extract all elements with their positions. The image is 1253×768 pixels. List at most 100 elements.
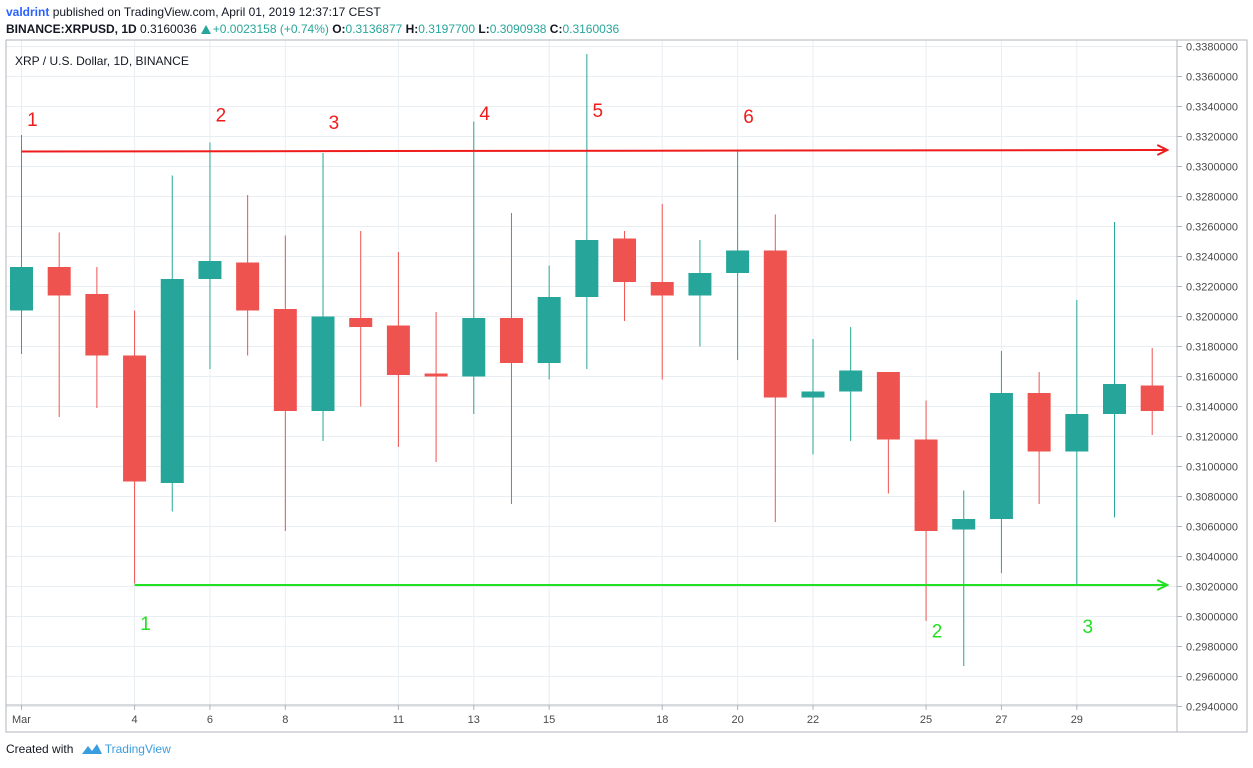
candle[interactable] xyxy=(462,121,486,415)
price-chart[interactable]: 1 2 3 4 5 6 1 2 3 0.2940000 0.2960000 0.2980000 0.3… xyxy=(0,0,1253,740)
candle-body xyxy=(839,370,863,392)
candle[interactable] xyxy=(952,490,976,667)
candle[interactable] xyxy=(386,252,410,447)
candle[interactable] xyxy=(763,214,787,523)
candles xyxy=(10,54,1164,666)
price-tick-label: 0.3100000 xyxy=(1186,462,1238,474)
open-value: 0.3136877 xyxy=(345,22,403,36)
candle-body xyxy=(47,267,71,296)
resistance-touch-label: 6 xyxy=(743,107,754,128)
low-label: L: xyxy=(478,22,490,36)
symbol-line: BINANCE:XRPUSD, 1D 0.3160036 +0.0023158 (… xyxy=(6,22,619,36)
published-text: published on TradingView.com, April 01, … xyxy=(52,5,381,19)
time-axis[interactable]: Mar 4 6 8 11 13 15 18 20 22 25 27 29 xyxy=(12,705,1083,726)
price-axis[interactable]: 0.2940000 0.2960000 0.2980000 0.3000000 0.30… xyxy=(1177,42,1238,714)
support-arrow xyxy=(134,579,1170,591)
chart-title: XRP / U.S. Dollar, 1D, BINANCE xyxy=(15,54,189,68)
candle[interactable] xyxy=(1065,300,1089,585)
candle[interactable] xyxy=(537,265,561,380)
author-name[interactable]: valdrint xyxy=(6,5,50,19)
resistance-touch-label: 1 xyxy=(27,110,38,131)
candle[interactable] xyxy=(575,54,599,369)
price-tick-label: 0.3020000 xyxy=(1186,582,1238,594)
candle[interactable] xyxy=(1103,222,1127,518)
candle-body xyxy=(952,519,976,530)
price-tick-label: 0.3180000 xyxy=(1186,342,1238,354)
price-tick-label: 0.3220000 xyxy=(1186,282,1238,294)
candle-body xyxy=(311,316,335,411)
support-touch-label: 2 xyxy=(932,622,943,643)
resistance-touch-label: 4 xyxy=(479,104,490,125)
candle-body xyxy=(1027,393,1051,452)
candle[interactable] xyxy=(349,231,373,407)
candle[interactable] xyxy=(1027,372,1051,504)
candle-body xyxy=(575,240,599,297)
price-tick-label: 0.2960000 xyxy=(1186,672,1238,684)
low-value: 0.3090938 xyxy=(489,22,547,36)
candle-body xyxy=(462,318,486,377)
price-tick-label: 0.3240000 xyxy=(1186,252,1238,264)
price-tick-label: 0.3280000 xyxy=(1186,192,1238,204)
price-tick-label: 0.3380000 xyxy=(1186,42,1238,54)
plot-frame xyxy=(5,39,1248,733)
resistance-touch-label: 5 xyxy=(593,101,604,122)
price-tick-label: 0.3060000 xyxy=(1186,522,1238,534)
candle[interactable] xyxy=(650,204,674,380)
resistance-touch-label: 3 xyxy=(329,113,340,134)
candle[interactable] xyxy=(876,372,900,494)
price-tick-label: 0.2940000 xyxy=(1186,702,1238,714)
time-tick-label: 11 xyxy=(393,714,404,726)
candle[interactable] xyxy=(47,232,71,418)
candle[interactable] xyxy=(123,310,147,584)
time-tick-label: 13 xyxy=(468,714,480,726)
price-tick-label: 0.3120000 xyxy=(1186,432,1238,444)
candle[interactable] xyxy=(914,400,938,622)
symbol-name: BINANCE:XRPUSD, 1D xyxy=(6,22,137,36)
arrowhead-icon xyxy=(1156,579,1170,591)
support-touch-label: 3 xyxy=(1082,617,1093,638)
last-price: 0.3160036 xyxy=(140,22,197,36)
tradingview-link[interactable]: TradingView xyxy=(104,742,171,756)
candle-body xyxy=(989,393,1013,519)
candle[interactable] xyxy=(236,195,260,356)
candle[interactable] xyxy=(989,351,1013,573)
time-tick-label: 20 xyxy=(731,714,743,726)
candle-body xyxy=(876,372,900,440)
candle[interactable] xyxy=(499,213,523,504)
candle[interactable] xyxy=(688,240,712,347)
high-label: H: xyxy=(405,22,419,36)
candle-body xyxy=(613,238,637,282)
candle-body xyxy=(273,309,297,411)
candle[interactable] xyxy=(839,327,863,441)
time-tick-label: 29 xyxy=(1071,714,1083,726)
open-label: O: xyxy=(332,22,346,36)
candle[interactable] xyxy=(198,142,222,370)
footer: Created with TradingView xyxy=(6,742,171,756)
time-tick-label: 25 xyxy=(920,714,932,726)
candle-body xyxy=(160,279,184,483)
candle[interactable] xyxy=(1140,348,1164,435)
candle[interactable] xyxy=(613,231,637,321)
candle-body xyxy=(801,391,825,398)
high-value: 0.3197700 xyxy=(418,22,476,36)
candle[interactable] xyxy=(273,235,297,532)
resistance-arrow-line xyxy=(21,149,1166,153)
candle[interactable] xyxy=(726,151,750,361)
candle[interactable] xyxy=(10,135,33,354)
candle-body xyxy=(1103,384,1127,414)
candle-body xyxy=(1140,385,1164,411)
candle[interactable] xyxy=(424,312,448,462)
created-with-text: Created with xyxy=(6,742,74,756)
time-tick-label: 18 xyxy=(656,714,668,726)
candle[interactable] xyxy=(85,267,109,408)
candle-body xyxy=(198,261,222,279)
candle[interactable] xyxy=(801,339,825,455)
price-change: +0.0023158 (+0.74%) xyxy=(212,22,329,36)
candle-body xyxy=(763,250,787,398)
candle[interactable] xyxy=(160,175,184,512)
candle[interactable] xyxy=(311,153,335,441)
candle-body xyxy=(688,273,712,296)
price-tick-label: 0.3040000 xyxy=(1186,552,1238,564)
time-tick-label: 15 xyxy=(543,714,555,726)
price-tick-label: 0.3200000 xyxy=(1186,312,1238,324)
